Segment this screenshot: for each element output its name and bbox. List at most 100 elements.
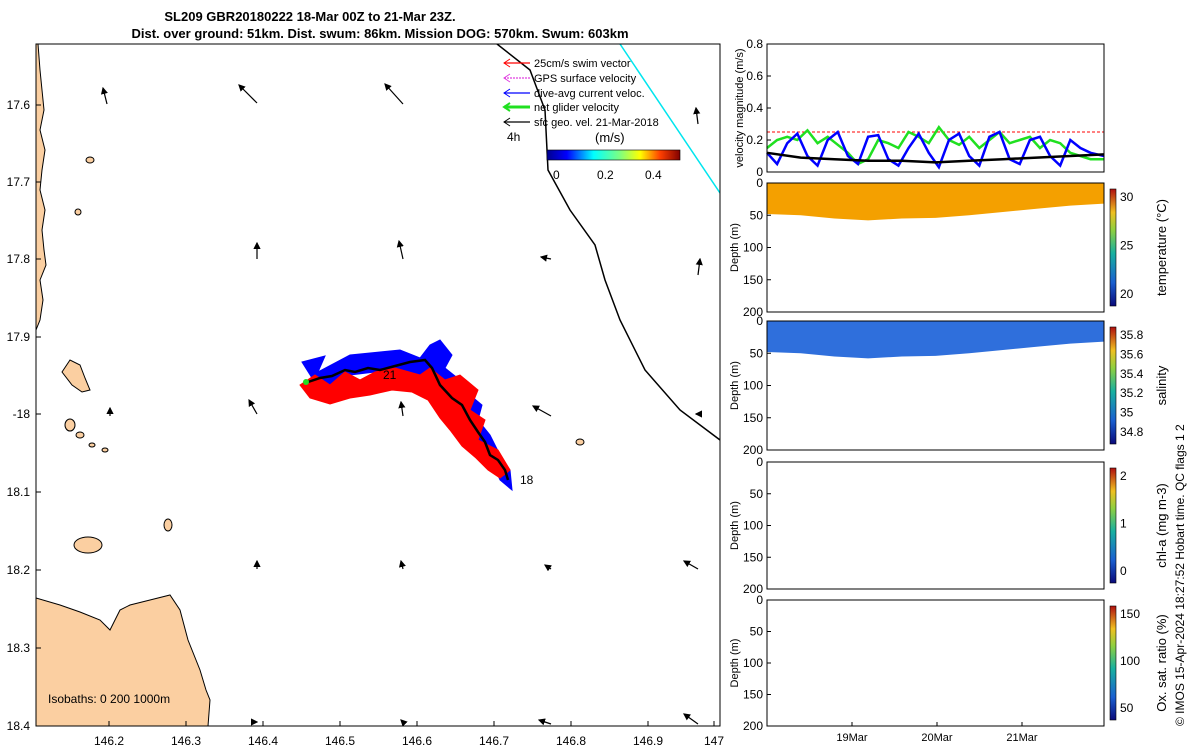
- x-tick-label: 146.7: [479, 734, 509, 748]
- island: [101, 447, 109, 453]
- x-tick-label: 146.5: [325, 734, 355, 748]
- colorbar-tick: 35.4: [1120, 367, 1144, 381]
- x-tick-label: 146.6: [402, 734, 432, 748]
- series-line: [766, 151, 1105, 164]
- y-tick-label: 150: [743, 273, 763, 287]
- y-tick-label: 50: [750, 625, 764, 639]
- colorbar-tick: 0: [1120, 564, 1127, 578]
- series-line: [766, 129, 1105, 170]
- y-tick-label: 18.2: [7, 563, 31, 577]
- y-tick-label: 0: [756, 314, 763, 328]
- x-tick-label: 20Mar: [921, 732, 953, 744]
- geo-vector: [398, 559, 406, 570]
- sfc-geo-arrows: [100, 83, 703, 726]
- x-tick-label: 146.8: [556, 734, 586, 748]
- legend-label: sfc geo. vel. 21-Mar-2018: [534, 117, 659, 129]
- legend-item-geo: sfc geo. vel. 21-Mar-2018: [503, 117, 659, 129]
- island: [163, 518, 173, 532]
- geo-vector: [238, 84, 258, 104]
- map-legend: 25cm/s swim vector GPS surface velocity …: [502, 58, 681, 182]
- swim-vector: [299, 367, 511, 479]
- panel-frame: [766, 461, 1105, 590]
- y-axis-label: Depth (m): [729, 501, 741, 550]
- map-y-axis: 17.6 17.7 17.8 17.9 -18 18.1 18.2 18.3 18.4: [7, 98, 41, 733]
- colorbar-tick: 0.4: [645, 168, 662, 182]
- island: [74, 208, 82, 216]
- island: [575, 438, 585, 446]
- colorbar: [1109, 188, 1117, 307]
- x-tick-label: 146.2: [94, 734, 124, 748]
- geo-vector: [384, 83, 404, 105]
- y-tick-label: 0: [756, 165, 763, 179]
- y-axis-label: Depth (m): [729, 361, 741, 410]
- x-tick-label: 146.9: [633, 734, 663, 748]
- island: [75, 431, 85, 439]
- island: [64, 418, 76, 432]
- y-tick-label: 18.1: [7, 485, 31, 499]
- y-tick-label: 0.8: [746, 37, 763, 51]
- hours-label: 4h: [507, 130, 520, 144]
- y-tick-label: 50: [750, 208, 764, 222]
- panel-3: 0 50 100 150 200 Depth (m) 2 1 0 chl-a (mg m-3): [729, 455, 1169, 596]
- colorbar-label: salinity: [1154, 365, 1169, 405]
- y-tick-label: 100: [743, 519, 763, 533]
- y-tick-label: 150: [743, 411, 763, 425]
- legend-item-net: net glider velocity: [502, 102, 619, 114]
- y-tick-label: 50: [750, 346, 764, 360]
- panel-frame: [766, 599, 1105, 727]
- geo-vector: [693, 106, 701, 125]
- geo-vector: [683, 713, 699, 725]
- map-x-axis: 146.2 146.3 146.4 146.5 146.6 146.7 146.8 146.9…: [94, 721, 724, 748]
- colorbar: [1109, 467, 1117, 584]
- y-tick-label: 17.9: [7, 330, 31, 344]
- colorbar-tick: 35.6: [1120, 347, 1144, 361]
- y-tick-label: 0: [756, 593, 763, 607]
- y-tick-label: 17.8: [7, 252, 31, 266]
- colorbar-tick: 35.8: [1120, 328, 1144, 342]
- colorbar-tick: 1: [1120, 517, 1127, 531]
- x-tick-label: 146.3: [171, 734, 201, 748]
- y-tick-label: 150: [743, 688, 763, 702]
- colorbar-tick: 30: [1120, 190, 1134, 204]
- geo-vector: [398, 400, 406, 417]
- y-tick-label: 0.6: [746, 69, 763, 83]
- boundary-line: [619, 44, 720, 194]
- geo-vector: [400, 719, 408, 726]
- chart-title-line1: SL209 GBR20180222 18-Mar 00Z to 21-Mar 2…: [164, 9, 456, 24]
- x-tick-label: 146.4: [248, 734, 278, 748]
- depth-section-fill: [767, 183, 1104, 221]
- panel-1: 0 50 100 150 200 Depth (m) 30 25 20 temperature (…: [729, 176, 1169, 319]
- geo-vector: [248, 398, 258, 415]
- geo-vector: [539, 254, 552, 262]
- legend-item-gps: GPS surface velocity: [503, 73, 637, 85]
- colorbar-tick: 34.8: [1120, 425, 1144, 439]
- panel-frame: [766, 43, 1105, 173]
- red-swim-arrows: [299, 367, 511, 479]
- y-axis-label: Depth (m): [729, 639, 741, 688]
- y-tick-label: 100: [743, 241, 763, 255]
- island: [73, 536, 103, 554]
- geo-vector: [100, 86, 108, 105]
- x-tick-label: 19Mar: [836, 732, 868, 744]
- legend-label: 25cm/s swim vector: [534, 58, 631, 70]
- y-tick-label: 17.7: [7, 175, 31, 189]
- y-tick-label: 200: [743, 582, 763, 596]
- y-tick-label: 50: [750, 487, 764, 501]
- y-tick-label: 0.2: [746, 133, 763, 147]
- x-tick-label: 21Mar: [1006, 732, 1038, 744]
- colorbar-tick: 20: [1120, 287, 1134, 301]
- isobath-label: Isobaths: 0 200 1000m: [48, 692, 170, 706]
- y-tick-label: 17.6: [7, 98, 31, 112]
- y-tick-label: 18.4: [7, 719, 31, 733]
- colorbar-tick: 100: [1120, 654, 1140, 668]
- geo-vector: [531, 405, 552, 417]
- track-label-end: 21: [383, 368, 397, 382]
- y-tick-label: 0: [756, 176, 763, 190]
- depth-section-fill: [767, 321, 1104, 359]
- colorbar: [1109, 326, 1117, 445]
- glider-track: [307, 358, 510, 481]
- legend-label: net glider velocity: [534, 102, 619, 114]
- colorbar-tick: 0.2: [597, 168, 614, 182]
